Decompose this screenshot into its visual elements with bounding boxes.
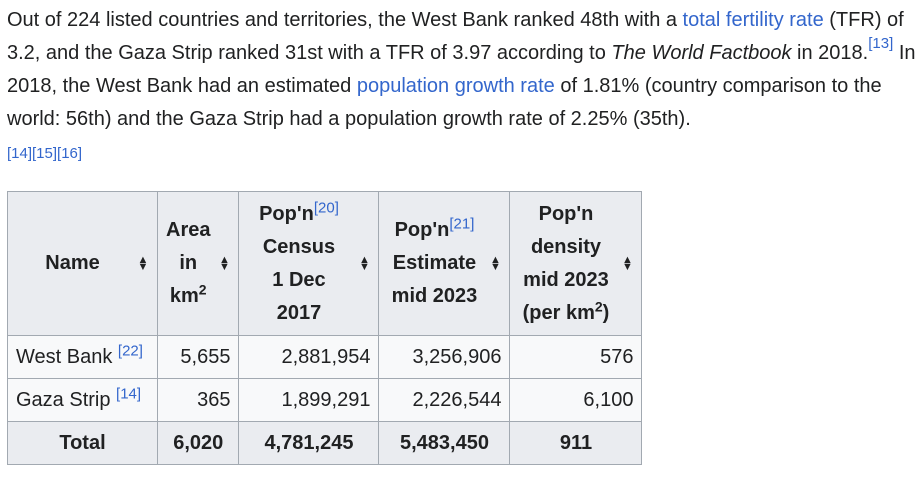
row-census-cell: 2,881,954 <box>238 335 380 379</box>
sort-icon[interactable]: ▲ ▼ <box>490 253 501 273</box>
row-reference-link[interactable]: [14] <box>116 385 142 403</box>
paragraph-text-4: In 2018, the West Bank had an estimated <box>7 42 916 97</box>
total-density-cell: 911 <box>509 421 643 465</box>
area-header-line1: Area <box>166 219 211 241</box>
sort-icon[interactable]: ▲ ▼ <box>622 253 633 273</box>
total-estimate-cell: 5,483,450 <box>378 421 511 465</box>
row-area-cell: 5,655 <box>156 335 240 379</box>
row-area-cell: 365 <box>156 378 240 422</box>
row-name: West Bank <box>16 346 113 368</box>
census-header-reference[interactable]: [20] <box>313 198 339 216</box>
census-header-line3: 1 Dec 2017 <box>272 268 326 324</box>
total-name-cell: Total <box>7 421 158 465</box>
census-header-line2: Census <box>262 235 336 258</box>
density-header-line1: Pop'n <box>538 202 594 225</box>
table-row: Gaza Strip [14] 365 1,899,291 2,226,544 … <box>7 378 643 422</box>
row-name-cell: West Bank [22] <box>7 335 158 379</box>
row-density-cell: 6,100 <box>509 378 643 422</box>
estimate-header-line3: mid 2023 <box>391 285 478 307</box>
density-header-line3: mid 2023 <box>523 268 609 291</box>
sort-icon[interactable]: ▲ ▼ <box>219 253 230 273</box>
density-column-header[interactable]: Pop'n density mid 2023 (per km2) ▲ ▼ <box>509 191 643 336</box>
census-header-line1: Pop'n <box>259 202 314 225</box>
estimate-header-line2: Estimate <box>392 252 477 274</box>
area-header-line2: in <box>179 252 198 274</box>
sort-icon[interactable]: ▲ ▼ <box>359 253 370 273</box>
density-header-superscript: 2 <box>594 297 603 314</box>
name-header-label: Name <box>45 252 100 274</box>
row-name: Gaza Strip <box>16 389 111 411</box>
row-density-cell: 576 <box>509 335 643 379</box>
density-header-line4-end: ) <box>602 301 610 324</box>
paragraph-text-5: of 1.81% (country comparison to the worl… <box>7 75 882 130</box>
table-row: West Bank [22] 5,655 2,881,954 3,256,906… <box>7 335 643 379</box>
population-table: Name ▲ ▼ Area in km2 ▲ ▼ Pop'n[20] <box>7 191 643 465</box>
density-header-line4: (per km <box>522 301 595 324</box>
total-area-cell: 6,020 <box>156 421 240 465</box>
row-name-cell: Gaza Strip [14] <box>7 378 158 422</box>
total-census-cell: 4,781,245 <box>238 421 380 465</box>
paragraph-text-2: (TFR) of 3.2, and the Gaza Strip ranked … <box>7 9 904 64</box>
area-column-header[interactable]: Area in km2 ▲ ▼ <box>156 191 240 336</box>
intro-paragraph: Out of 224 listed countries and territor… <box>7 4 919 169</box>
name-column-header[interactable]: Name ▲ ▼ <box>7 191 158 336</box>
sort-icon[interactable]: ▲ ▼ <box>137 253 149 273</box>
row-estimate-cell: 3,256,906 <box>378 335 511 379</box>
population-growth-rate-link[interactable]: population growth rate <box>356 75 555 97</box>
row-estimate-cell: 2,226,544 <box>378 378 511 422</box>
paragraph-text-3: in 2018. <box>791 42 869 64</box>
reference-13-link[interactable]: [13] <box>868 35 894 53</box>
row-reference-link[interactable]: [22] <box>117 342 143 360</box>
estimate-header-line1: Pop'n <box>394 219 450 241</box>
estimate-header-reference[interactable]: [21] <box>449 215 475 233</box>
references-14-15-16-link[interactable]: [14][15][16] <box>7 145 83 162</box>
area-header-line3: km <box>169 285 199 307</box>
total-row: Total 6,020 4,781,245 5,483,450 911 <box>7 421 643 465</box>
paragraph-text-1: Out of 224 listed countries and territor… <box>7 9 683 31</box>
world-factbook-title: The World Factbook <box>611 42 792 64</box>
density-header-line2: density <box>530 235 601 258</box>
estimate-column-header[interactable]: Pop'n[21] Estimate mid 2023 ▲ ▼ <box>378 191 511 336</box>
row-census-cell: 1,899,291 <box>238 378 380 422</box>
census-column-header[interactable]: Pop'n[20] Census 1 Dec 2017 ▲ ▼ <box>238 191 380 336</box>
total-fertility-rate-link[interactable]: total fertility rate <box>682 9 824 31</box>
area-header-superscript: 2 <box>198 281 207 298</box>
